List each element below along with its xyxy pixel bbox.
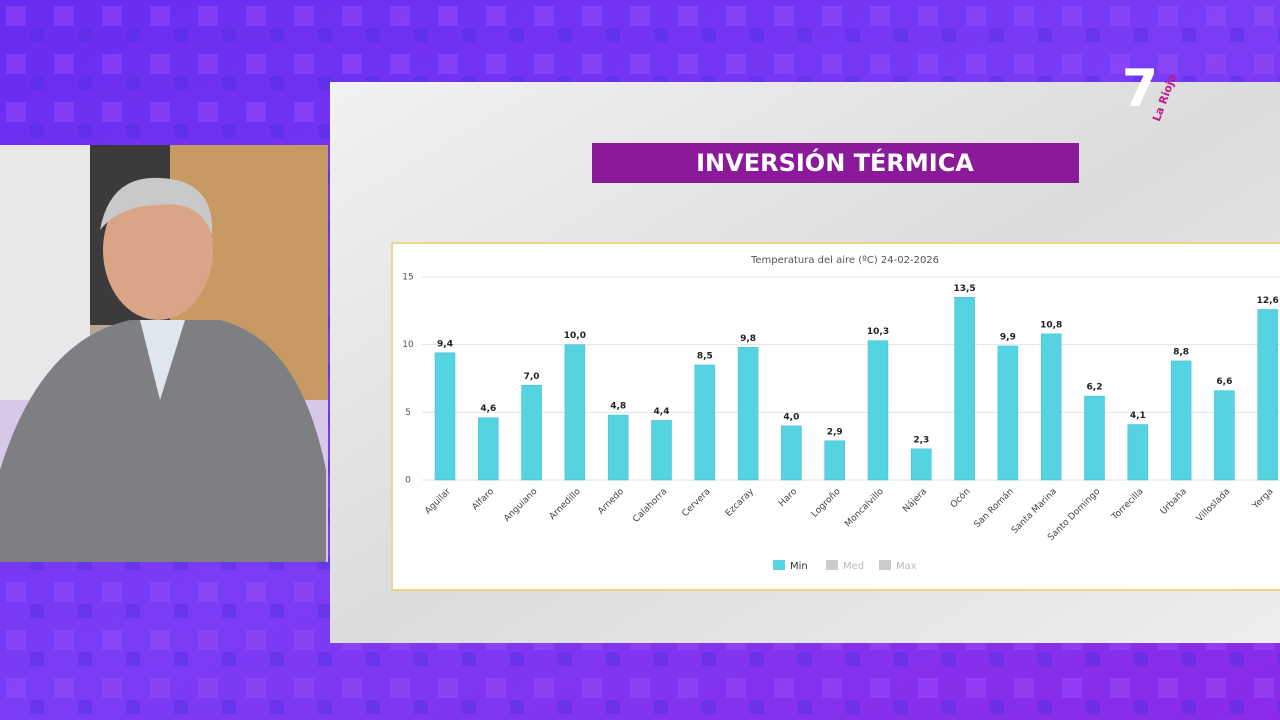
value-label: 9,9 [1000,333,1016,343]
bar [694,364,716,481]
bar [867,340,889,481]
y-tick-label: 5 [405,408,411,418]
bar [1257,309,1278,481]
presenter-video [0,145,328,562]
value-label: 9,4 [437,339,453,349]
value-label: 12,6 [1257,296,1279,306]
y-tick-label: 15 [402,273,413,283]
value-label: 4,4 [654,407,670,417]
bar [607,414,629,481]
value-label: 4,1 [1130,411,1146,421]
bar [824,440,845,481]
bar [997,345,1019,481]
y-tick-label: 10 [402,340,414,350]
bar [954,297,975,481]
value-label: 2,9 [827,427,843,437]
value-label: 9,8 [740,334,756,344]
value-label: 8,5 [697,351,713,361]
legend-swatch [879,560,891,570]
value-label: 6,2 [1087,383,1103,393]
value-label: 4,0 [783,412,799,422]
value-label: 10,0 [564,331,586,341]
legend-label: Max [896,561,917,572]
bar [521,385,542,481]
value-label: 7,0 [524,372,540,382]
value-label: 4,6 [480,404,496,414]
value-label: 10,8 [1040,320,1062,330]
chart-title: Temperatura del aire (ºC) 24-02-2026 [750,255,939,266]
bar [651,420,672,481]
bar [1214,390,1235,481]
legend-label: Min [790,561,808,572]
legend-swatch [773,560,785,570]
logo-number: 7 [1122,59,1158,119]
value-label: 6,6 [1216,377,1232,387]
bar [911,448,932,481]
bar [1040,333,1062,481]
chart-box [391,242,1280,591]
bar [737,347,759,481]
bar [1084,395,1105,481]
legend-swatch [826,560,838,570]
value-label: 13,5 [953,284,975,294]
value-label: 2,3 [913,435,929,445]
value-label: 4,8 [610,402,626,412]
title-bar [592,143,1079,183]
bar [781,425,802,481]
value-label: 8,8 [1173,347,1189,357]
legend-label: Med [843,561,864,572]
bar [478,417,499,481]
bar [1170,360,1192,481]
screen-title: INVERSIÓN TÉRMICA [696,147,974,177]
y-tick-label: 0 [405,476,411,486]
bar [1127,424,1149,481]
value-label: 10,3 [867,327,889,337]
bar [434,352,456,481]
bar [564,344,586,481]
